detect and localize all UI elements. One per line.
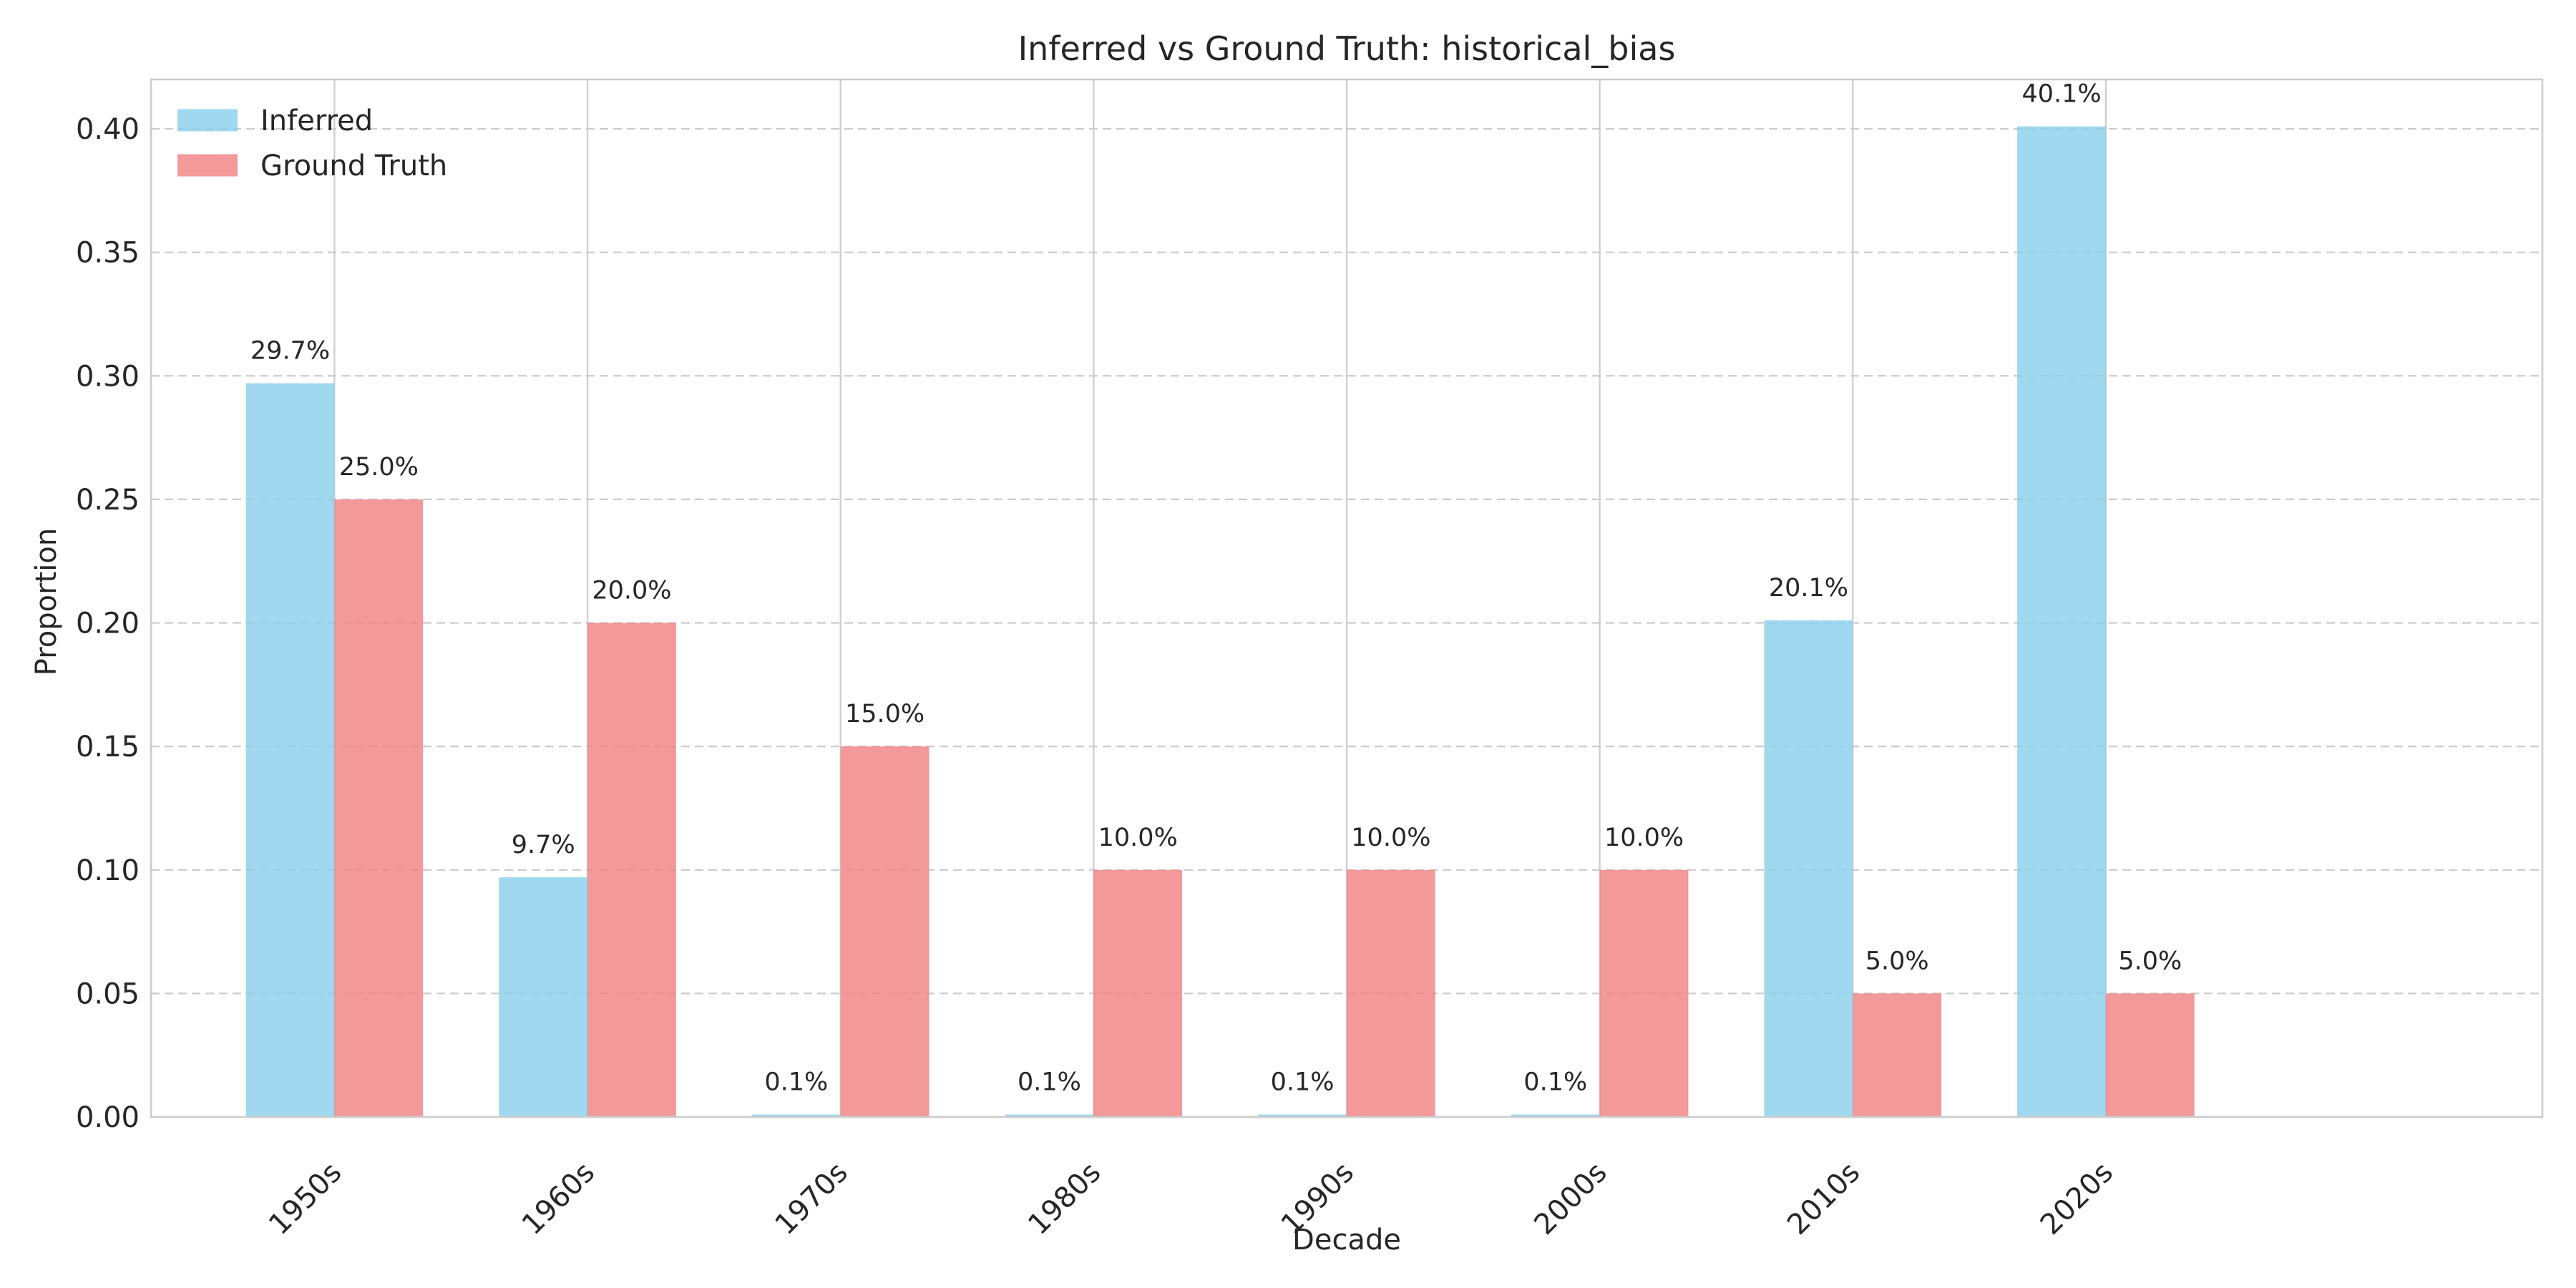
legend-label-inferred: Inferred — [260, 104, 373, 137]
legend-swatch-ground-truth — [177, 154, 238, 177]
data-labels: 29.7% 9.7% 0.1% 0.1% 0.1% 0.1% 20.1% 40.1% 25.0%… — [250, 80, 2182, 1097]
bar-inferred — [1511, 1114, 1600, 1117]
y-tick-label: 0.35 — [76, 237, 140, 270]
data-label-ground-truth: 10.0% — [1604, 824, 1684, 852]
data-label-ground-truth: 25.0% — [339, 453, 419, 482]
data-label-inferred: 40.1% — [2021, 80, 2101, 109]
x-tick-label: 1970s — [769, 1156, 854, 1241]
bar-inferred — [2017, 126, 2106, 1118]
y-tick-label: 0.00 — [76, 1101, 140, 1134]
y-axis-ticks: 0.00 0.05 0.10 0.15 0.20 0.25 0.30 0.35 0.40 — [76, 113, 140, 1134]
x-tick-label: 1950s — [263, 1156, 348, 1241]
bar-ground-truth — [1347, 869, 1435, 1117]
x-tick-label: 1960s — [516, 1156, 601, 1241]
y-tick-label: 0.30 — [76, 360, 140, 393]
bar-inferred — [1764, 620, 1853, 1117]
x-tick-label: 2010s — [1781, 1156, 1866, 1241]
x-tick-label: 2020s — [2034, 1156, 2119, 1241]
data-label-inferred: 0.1% — [1018, 1068, 1081, 1097]
bar-ground-truth — [1093, 869, 1183, 1117]
data-label-ground-truth: 5.0% — [2118, 947, 2182, 975]
y-tick-label: 0.15 — [76, 731, 140, 763]
data-label-inferred: 9.7% — [512, 831, 575, 859]
bar-ground-truth — [2105, 993, 2195, 1117]
data-label-ground-truth: 10.0% — [1098, 824, 1178, 852]
data-label-inferred: 20.1% — [1769, 574, 1848, 602]
data-label-ground-truth: 15.0% — [845, 700, 924, 728]
bar-ground-truth — [334, 499, 424, 1117]
bar-inferred — [245, 383, 335, 1118]
x-axis-label: Decade — [1292, 1224, 1401, 1257]
y-tick-label: 0.20 — [76, 608, 140, 640]
y-tick-label: 0.05 — [76, 977, 140, 1010]
bar-ground-truth — [840, 746, 930, 1117]
y-tick-label: 0.40 — [76, 113, 140, 146]
data-label-inferred: 29.7% — [250, 337, 330, 366]
bar-inferred — [751, 1114, 841, 1117]
x-tick-label: 2000s — [1528, 1156, 1613, 1241]
bar-ground-truth — [1599, 869, 1689, 1117]
bar-ground-truth — [587, 623, 676, 1117]
bar-inferred — [499, 877, 588, 1117]
data-label-ground-truth: 10.0% — [1351, 824, 1430, 852]
data-label-inferred: 0.1% — [1271, 1068, 1335, 1097]
data-label-ground-truth: 5.0% — [1865, 947, 1929, 975]
data-label-ground-truth: 20.0% — [592, 577, 671, 605]
data-label-inferred: 0.1% — [764, 1068, 828, 1097]
plot-frame — [150, 78, 2544, 1118]
data-label-inferred: 0.1% — [1523, 1068, 1587, 1097]
bars — [245, 126, 2195, 1118]
bar-ground-truth — [1853, 993, 1942, 1117]
x-axis-ticks: 1950s 1960s 1970s 1980s 1990s 2000s 2010s 2020s — [263, 1156, 2119, 1241]
bar-inferred — [1005, 1114, 1094, 1117]
legend: Inferred Ground Truth — [177, 104, 447, 182]
y-axis-label: Proportion — [30, 528, 63, 675]
y-tick-label: 0.10 — [76, 854, 140, 887]
legend-label-ground-truth: Ground Truth — [260, 150, 447, 182]
x-tick-label: 1980s — [1022, 1156, 1107, 1241]
chart-title: Inferred vs Ground Truth: historical_bia… — [1018, 29, 1676, 68]
bar-inferred — [1258, 1114, 1347, 1117]
y-tick-label: 0.25 — [76, 484, 140, 517]
legend-swatch-inferred — [177, 109, 238, 132]
y-gridlines — [151, 127, 2542, 995]
